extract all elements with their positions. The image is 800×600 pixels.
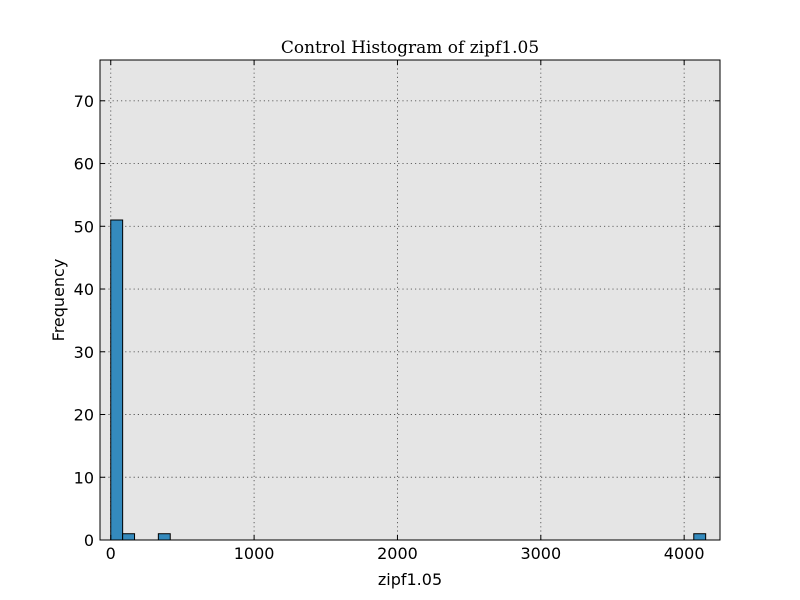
ticks-layer: 0 1000 2000 3000 4000 0 10 20 30 40 50 60 70 <box>74 60 720 563</box>
y-tick-label: 40 <box>74 280 94 299</box>
plot-background <box>100 60 720 540</box>
histogram-bar <box>122 533 136 541</box>
y-tick-label: 30 <box>74 343 94 362</box>
x-axis-label: zipf1.05 <box>378 570 442 589</box>
histogram-bar <box>110 219 124 541</box>
x-tick-label: 4000 <box>664 544 705 563</box>
x-tick-label: 0 <box>106 544 116 563</box>
plot-frame <box>99 59 721 541</box>
y-tick-label: 70 <box>74 92 94 111</box>
y-axis-label: Frequency <box>49 259 68 342</box>
histogram-bar <box>157 533 171 541</box>
y-tick-label: 20 <box>74 406 94 425</box>
histogram-bar <box>693 533 707 541</box>
y-tick-label: 10 <box>74 468 94 487</box>
x-tick-label: 3000 <box>520 544 561 563</box>
y-tick-label: 50 <box>74 217 94 236</box>
y-tick-label: 0 <box>84 531 94 550</box>
x-tick-label: 2000 <box>377 544 418 563</box>
x-tick-label: 1000 <box>234 544 275 563</box>
y-tick-label: 60 <box>74 155 94 174</box>
chart-title: Control Histogram of zipf1.05 <box>281 38 539 58</box>
